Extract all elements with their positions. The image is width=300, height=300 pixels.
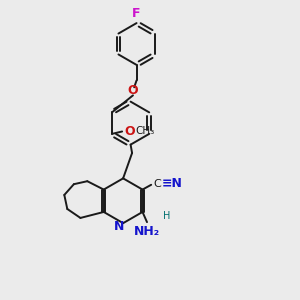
Text: NH₂: NH₂ <box>134 224 160 238</box>
Text: F: F <box>132 7 141 20</box>
Text: N: N <box>114 220 125 232</box>
Text: O: O <box>128 84 138 98</box>
Text: H: H <box>163 211 170 221</box>
Text: C: C <box>153 178 161 189</box>
Text: ≡N: ≡N <box>161 177 182 190</box>
Text: CH₃: CH₃ <box>135 127 154 136</box>
Text: O: O <box>124 125 135 138</box>
